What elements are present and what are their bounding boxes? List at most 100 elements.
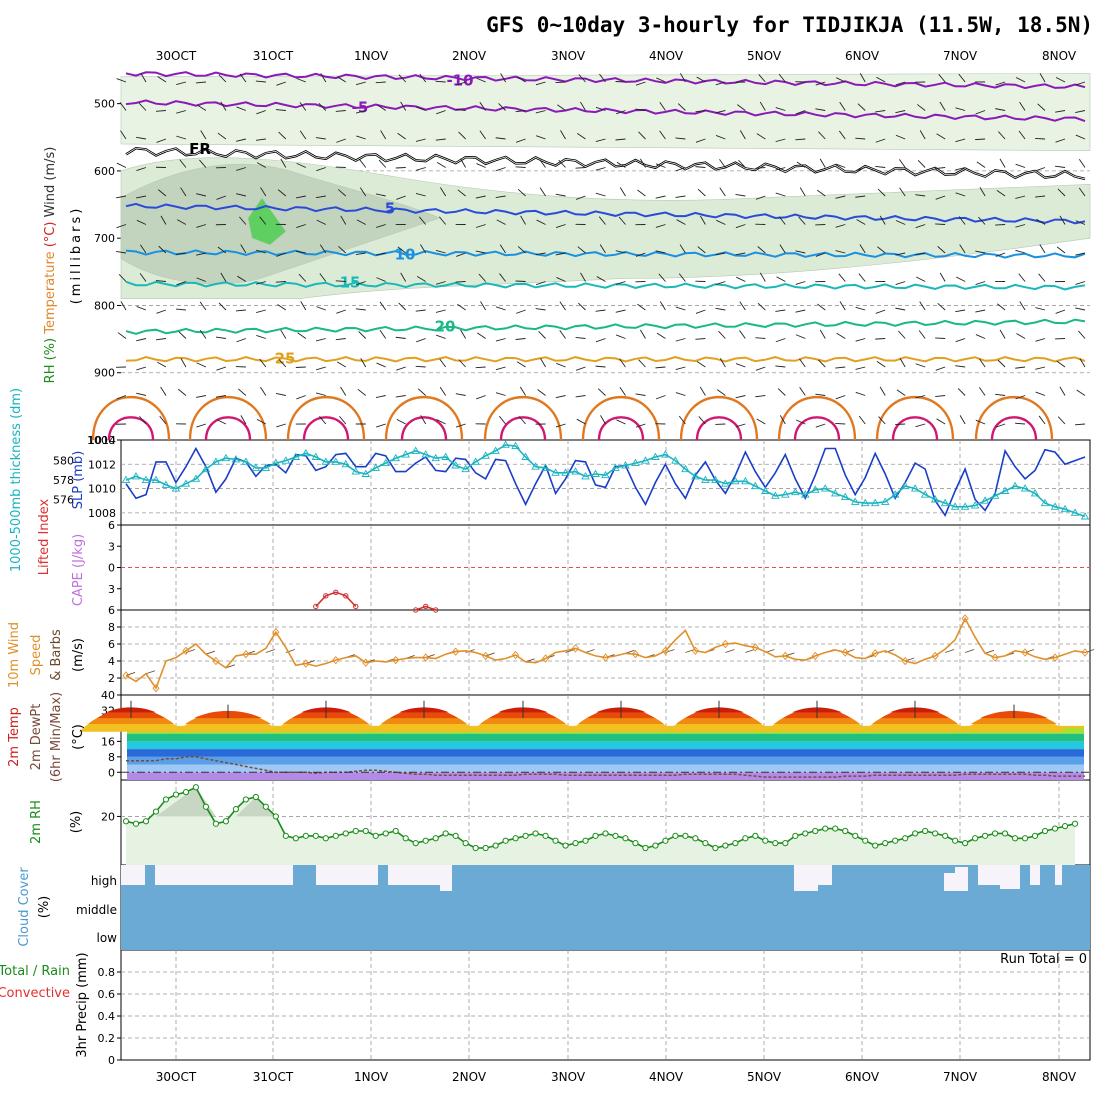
- wind-barb: [877, 361, 885, 367]
- wind-barb: [496, 339, 506, 342]
- cloud-gap: [316, 865, 378, 885]
- wind-barb: [281, 330, 286, 339]
- wind-barb: [1057, 361, 1065, 367]
- wind-barb: [997, 304, 1005, 310]
- wind-barb: [516, 167, 526, 168]
- wind-barb: [1040, 244, 1045, 253]
- wind-barb: [676, 367, 686, 370]
- rh-marker: [543, 833, 548, 838]
- wind-barb: [916, 424, 926, 427]
- wind-barb: [380, 302, 386, 310]
- wind-barb: [176, 309, 186, 310]
- wind-barb: [1035, 138, 1045, 139]
- date-label-bottom: 1NOV: [354, 1070, 389, 1084]
- cloud-gap: [978, 865, 1000, 885]
- wind-barb: [896, 282, 906, 285]
- rh-marker: [123, 819, 128, 824]
- wind-barb: [556, 396, 566, 398]
- wind-barb: [256, 310, 266, 313]
- rh-marker: [453, 833, 458, 838]
- wind-barb: [655, 367, 665, 368]
- wind-barb: [539, 331, 546, 338]
- wind-barb: [517, 362, 525, 367]
- rh-marker: [513, 836, 518, 841]
- wind-barb: [918, 160, 925, 167]
- rh-axis-label: 2m RH: [29, 800, 44, 844]
- dewpt-axis-label: 2m DewPt: [29, 704, 44, 771]
- wind-barb: [578, 303, 585, 310]
- date-label-top: 1NOV: [354, 49, 389, 63]
- date-label-bottom: 6NOV: [845, 1070, 880, 1084]
- wind-barb: [586, 650, 595, 653]
- rh-marker: [1062, 824, 1067, 829]
- cloud-gap: [955, 867, 968, 891]
- rh-marker: [663, 838, 668, 843]
- wind-barb: [676, 196, 686, 197]
- rh-marker: [493, 843, 498, 848]
- rh-marker: [443, 831, 448, 836]
- wind-barb: [758, 303, 765, 310]
- slp-tick-label: 1012: [88, 458, 116, 471]
- wind-barb: [596, 366, 606, 367]
- wind-barb: [416, 339, 425, 342]
- rh-marker: [553, 838, 558, 843]
- rh-marker: [463, 841, 468, 846]
- wind-barb: [719, 331, 726, 338]
- wind-barb: [837, 333, 846, 338]
- wind-barb: [356, 309, 366, 310]
- thickness-axis-label: 1000-500mb thickness (dm): [9, 388, 24, 572]
- wind-barb: [576, 337, 586, 338]
- wind-barb: [499, 416, 505, 424]
- rh-marker: [273, 814, 278, 819]
- temp-axis-label-units: (°C): [71, 724, 86, 750]
- wind-barb: [817, 304, 825, 310]
- rh-marker: [763, 838, 768, 843]
- wind-barb: [1060, 387, 1065, 396]
- temp-contour-35: [206, 417, 250, 440]
- wind-barb: [456, 282, 466, 283]
- rh-marker: [743, 836, 748, 841]
- y-tick-label: 600: [94, 165, 115, 178]
- y-tick-label: 8: [108, 751, 115, 764]
- wind-barb: [637, 190, 645, 196]
- wind-barb: [336, 339, 346, 340]
- wind-barb: [440, 387, 446, 395]
- wind-barb: [178, 389, 186, 395]
- date-label-bottom: 30OCT: [156, 1070, 197, 1084]
- wind-barb: [778, 389, 785, 396]
- wind-barb: [736, 364, 745, 367]
- rh-marker: [313, 833, 318, 838]
- y-axis-label-part: RH (%): [43, 338, 58, 383]
- wind-barb: [1058, 417, 1065, 424]
- wind-barb: [161, 387, 166, 395]
- wind-barb: [815, 394, 825, 395]
- wind-barb: [940, 273, 945, 282]
- wind-barb: [736, 277, 745, 281]
- rh-marker: [183, 790, 188, 795]
- wind-barb: [880, 387, 885, 396]
- wind-barb: [995, 225, 1005, 226]
- wind-barb: [600, 415, 605, 424]
- wind-barb: [977, 162, 985, 168]
- rh-marker: [933, 831, 938, 836]
- precip-total-label: Total / Rain: [0, 964, 70, 979]
- wind-barb: [796, 282, 806, 285]
- wind-barb: [256, 335, 266, 338]
- wind-barb: [720, 159, 726, 167]
- panel-frame: [121, 440, 1090, 525]
- wind-barb: [118, 333, 126, 339]
- rh-marker: [973, 836, 978, 841]
- wind-barb: [276, 424, 286, 427]
- wind-barb: [620, 187, 625, 196]
- wind-barb: [756, 367, 765, 370]
- rh-marker: [483, 845, 488, 850]
- cloud-axis-label-units: (%): [37, 896, 52, 919]
- wind-barb: [800, 359, 806, 367]
- rh-marker: [243, 797, 248, 802]
- rh-marker: [533, 831, 538, 836]
- rh-marker: [323, 836, 328, 841]
- rh-marker: [983, 833, 988, 838]
- wind-barb: [146, 671, 155, 674]
- slp-axis-label: SLP (mb): [71, 451, 86, 510]
- contour-label: 5: [385, 200, 395, 218]
